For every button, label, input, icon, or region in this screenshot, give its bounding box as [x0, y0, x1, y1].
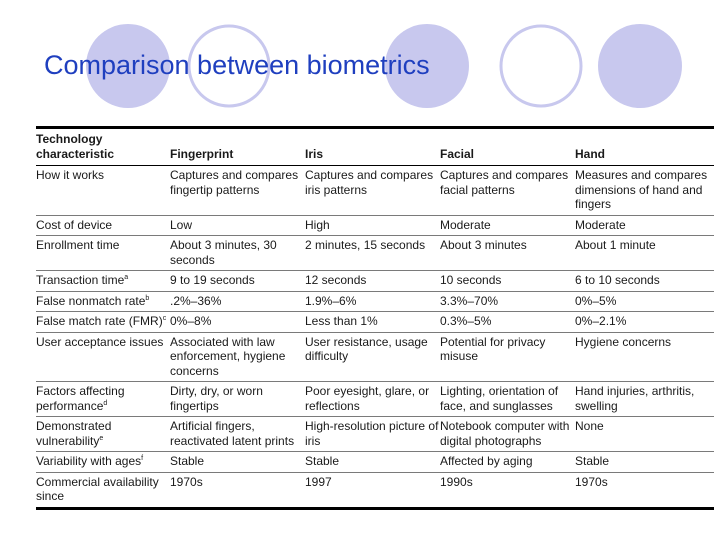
decorative-circle: [598, 24, 682, 108]
row-label: Cost of device: [36, 217, 113, 232]
row-label: Factors affecting performance: [36, 384, 125, 413]
table-cell: 10 seconds: [440, 273, 502, 287]
row-label-cell: How it works: [36, 166, 170, 216]
table-cell: Hand injuries, arthritis, swelling: [575, 384, 695, 413]
table-row: Cost of device Low High Moderate Moderate: [36, 215, 714, 236]
table-cell: About 3 minutes, 30 seconds: [170, 238, 277, 267]
table-cell: 0%–2.1%: [575, 314, 627, 328]
footnote-marker: d: [103, 399, 108, 407]
table-cell: 1990s: [440, 474, 473, 489]
footnote-marker: a: [124, 274, 129, 281]
row-label: How it works: [36, 168, 105, 182]
decorative-circle: [86, 24, 170, 108]
row-label: User acceptance issues: [36, 334, 164, 349]
table-cell: 0.3%–5%: [440, 314, 492, 328]
footnote-marker: c: [162, 315, 167, 322]
row-label-cell: Factors affecting performanced: [36, 382, 170, 417]
row-label: Transaction time: [36, 273, 125, 287]
column-header: Technology characteristic: [36, 132, 115, 161]
table-cell: Stable: [575, 454, 610, 468]
table-cell: About 3 minutes: [440, 238, 527, 252]
table-cell: 1997: [305, 474, 332, 489]
table-cell: Affected by aging: [440, 454, 533, 468]
comparison-table-container: Technology characteristic Fingerprint Ir…: [36, 126, 714, 510]
row-label-cell: Cost of device: [36, 215, 170, 236]
table-cell: Lighting, orientation of face, and sungl…: [440, 384, 559, 413]
row-label-cell: Demonstrated vulnerabilitye: [36, 417, 170, 452]
table-cell: Associated with law enforcement, hygiene…: [170, 334, 286, 378]
row-label-cell: Transaction timea: [36, 271, 170, 292]
table-cell: 1.9%–6%: [305, 293, 357, 308]
row-label-cell: Enrollment time: [36, 236, 170, 271]
table-row: User acceptance issues Associated with la…: [36, 332, 714, 382]
table-cell: High: [305, 217, 330, 232]
column-header: Facial: [440, 146, 475, 161]
row-label: False match rate (FMR): [36, 314, 163, 328]
row-label: Demonstrated vulnerability: [36, 419, 112, 448]
table-row: Factors affecting performanced Dirty, dry…: [36, 381, 714, 417]
decorative-circle: [499, 24, 583, 108]
table-row: Commercial availability since 1970s 1997 19…: [36, 472, 714, 508]
decorative-circles: [86, 24, 682, 108]
table-cell: Measures and compares dimensions of hand…: [575, 168, 708, 211]
table-cell: Stable: [305, 454, 340, 468]
decorative-circle: [187, 24, 271, 108]
table-cell: 2 minutes, 15 seconds: [305, 238, 426, 252]
table-row: False match rate (FMR)c 0%–8% Less than 1%…: [36, 311, 714, 333]
row-label-cell: False match rate (FMR)c: [36, 312, 170, 333]
table-cell: Stable: [170, 454, 205, 468]
table-cell: Artificial fingers, reactivated latent p…: [170, 419, 295, 448]
decorative-circle: [385, 24, 469, 108]
column-header: Hand: [575, 146, 605, 161]
row-label-cell: Commercial availability since: [36, 472, 170, 508]
slide-title: Comparison between biometrics: [44, 50, 430, 80]
table-cell: Hygiene concerns: [575, 334, 672, 349]
row-label: False nonmatch rate: [36, 293, 146, 308]
table-cell: Dirty, dry, or worn fingertips: [170, 384, 263, 413]
table-cell: 1970s: [170, 474, 203, 489]
table-cell: 3.3%–70%: [440, 293, 499, 308]
table-row: How it works Captures and compares finger…: [36, 165, 714, 216]
table-row: Demonstrated vulnerabilitye Artificial fi…: [36, 416, 714, 452]
table-cell: 12 seconds: [305, 273, 367, 287]
row-label: Variability with ages: [36, 454, 142, 468]
footnote-marker: b: [145, 294, 150, 302]
footnote-marker: e: [99, 434, 104, 442]
table-row: Enrollment time About 3 minutes, 30 secon…: [36, 235, 714, 271]
row-label: Commercial availability since: [36, 474, 159, 504]
row-label-cell: User acceptance issues: [36, 332, 170, 382]
footnote-marker: f: [141, 455, 144, 462]
table-cell: 1970s: [575, 474, 608, 489]
table-cell: Poor eyesight, glare, or reflections: [305, 384, 430, 413]
table-cell: Moderate: [575, 217, 626, 232]
table-row: False nonmatch rateb .2%–36% 1.9%–6% 3.3%–7…: [36, 291, 714, 312]
table-cell: Low: [170, 217, 193, 232]
row-label-cell: False nonmatch rateb: [36, 291, 170, 312]
table-cell: 0%–5%: [575, 293, 617, 308]
table-cell: .2%–36%: [170, 293, 222, 308]
comparison-table: Technology characteristic Fingerprint Ir…: [36, 126, 714, 510]
table-cell: Notebook computer with digital photograp…: [440, 419, 570, 448]
table-row: Transaction timea 9 to 19 seconds 12 secon…: [36, 270, 714, 292]
table-cell: Less than 1%: [305, 314, 378, 328]
table-cell: Potential for privacy misuse: [440, 334, 546, 364]
table-cell: Captures and compares fingertip patterns: [170, 168, 299, 197]
column-header: Iris: [305, 146, 324, 161]
table-row: Variability with agesf Stable Stable Affect…: [36, 451, 714, 473]
table-cell: 6 to 10 seconds: [575, 273, 660, 287]
row-label: Enrollment time: [36, 238, 120, 252]
table-cell: 0%–8%: [170, 314, 212, 328]
table-cell: High-resolution picture of iris: [305, 419, 439, 448]
table-cell: None: [575, 419, 604, 433]
table-cell: About 1 minute: [575, 238, 656, 252]
column-header: Fingerprint: [170, 146, 234, 161]
row-label-cell: Variability with agesf: [36, 452, 170, 473]
table-header-row: Technology characteristic Fingerprint Ir…: [36, 127, 714, 166]
table-cell: Captures and compares facial patterns: [440, 168, 569, 197]
table-cell: 9 to 19 seconds: [170, 273, 255, 287]
table-cell: Captures and compares iris patterns: [305, 168, 434, 197]
table-cell: User resistance, usage difficulty: [305, 334, 428, 364]
table-cell: Moderate: [440, 217, 491, 232]
